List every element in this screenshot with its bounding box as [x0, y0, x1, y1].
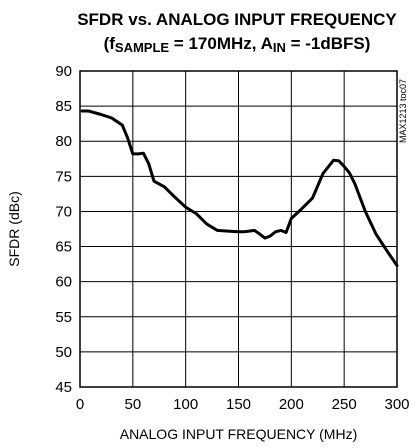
y-tick-label: 75 — [55, 168, 72, 185]
tick-labels: 0 50 100 150 200 250 300 45 50 55 60 65 70 75 80 85 90 — [55, 63, 409, 413]
y-tick-label: 45 — [55, 379, 72, 396]
x-tick-label: 250 — [332, 396, 357, 413]
chart-subtitle: (fSAMPLE = 170MHz, AIN = -1dBFS) — [104, 34, 371, 55]
subtitle-mid: = 170MHz, A — [169, 34, 273, 53]
y-tick-label: 90 — [55, 63, 72, 80]
subtitle-open: (f — [104, 34, 116, 53]
x-tick-label: 50 — [124, 396, 141, 413]
x-tick-label: 200 — [279, 396, 304, 413]
x-axis-label: ANALOG INPUT FREQUENCY (MHz) — [120, 426, 358, 442]
x-tick-label: 300 — [384, 396, 409, 413]
subtitle-sub-sample: SAMPLE — [115, 40, 170, 55]
y-tick-label: 85 — [55, 98, 72, 115]
y-axis-label: SFDR (dBc) — [6, 191, 22, 266]
x-tick-label: 150 — [226, 396, 251, 413]
subtitle-close: = -1dBFS) — [286, 34, 371, 53]
grid-lines — [80, 71, 397, 387]
subtitle-sub-in: IN — [273, 40, 286, 55]
chart-title: SFDR vs. ANALOG INPUT FREQUENCY — [77, 10, 397, 29]
y-tick-label: 80 — [55, 133, 72, 150]
plot-frame — [79, 70, 398, 388]
y-tick-label: 50 — [55, 344, 72, 361]
x-tick-label: 100 — [173, 396, 198, 413]
y-tick-label: 60 — [55, 274, 72, 291]
y-tick-label: 55 — [55, 309, 72, 326]
figure-id-annotation: MAX1213 toc07 — [398, 79, 408, 143]
series-line — [80, 109, 399, 267]
x-tick-label: 0 — [76, 396, 84, 413]
y-tick-label: 65 — [55, 239, 72, 256]
y-tick-label: 70 — [55, 203, 72, 220]
